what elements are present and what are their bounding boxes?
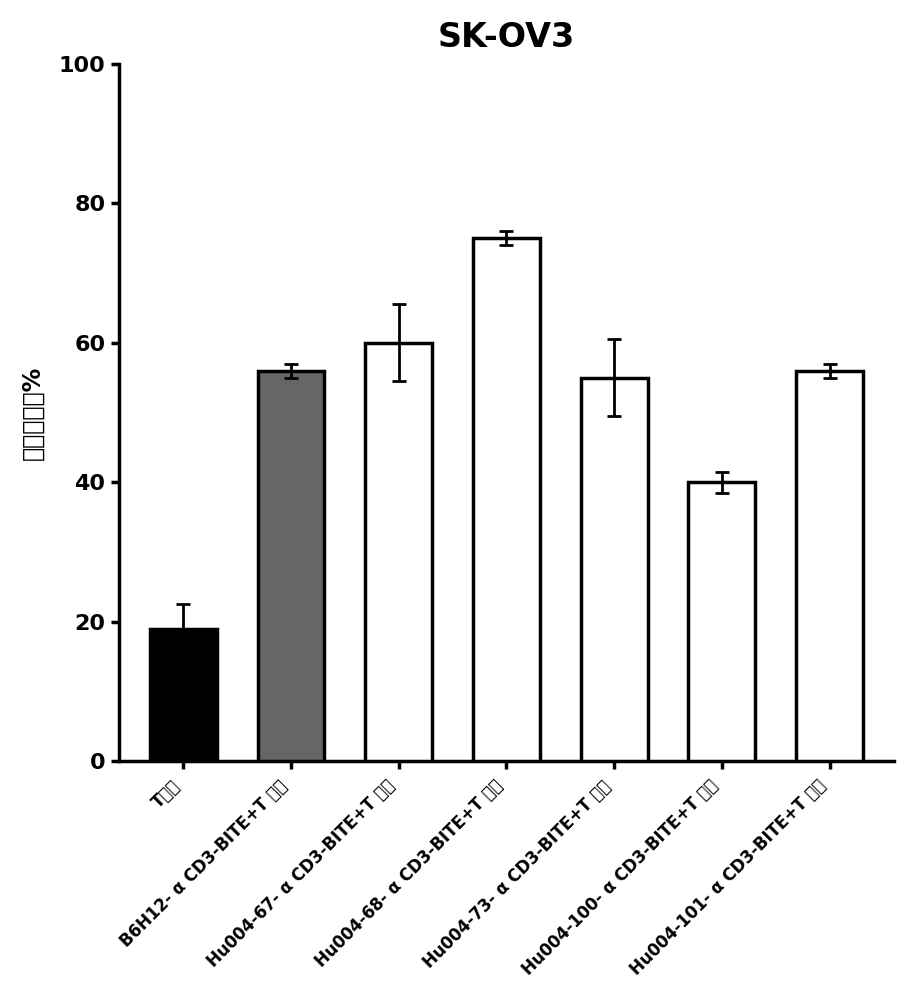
Bar — [258, 371, 325, 761]
Bar — [796, 371, 863, 761]
Title: SK-OV3: SK-OV3 — [437, 21, 575, 54]
Bar — [473, 238, 540, 761]
Bar — [365, 343, 432, 761]
Bar — [688, 482, 755, 761]
Y-axis label: 细胞毒性，%: 细胞毒性，% — [21, 365, 45, 460]
Bar — [581, 378, 648, 761]
Bar — [150, 629, 217, 761]
